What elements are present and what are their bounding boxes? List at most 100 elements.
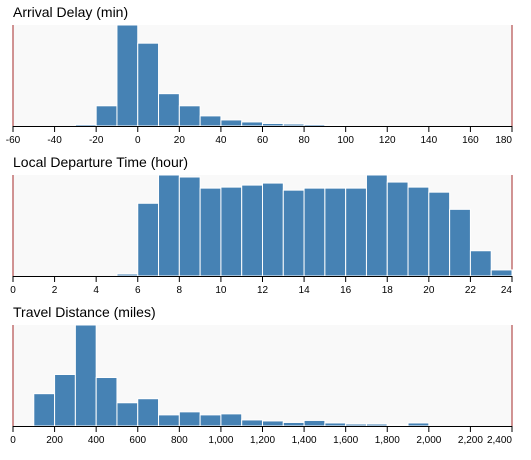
- x-tick-label: 800: [171, 435, 188, 446]
- histogram-bar: [178, 411, 201, 427]
- histogram-bar: [324, 124, 347, 127]
- x-tick-label: 200: [46, 435, 63, 446]
- histogram-bar: [74, 324, 97, 427]
- x-tick-label: 140: [420, 135, 437, 146]
- histogram-bar: [33, 393, 56, 427]
- x-tick-label: 10: [215, 285, 227, 296]
- x-tick-label: 180: [495, 135, 512, 146]
- x-axis: 0 2 4 6 8 10 12 14 16 18 20 22 24: [10, 276, 513, 296]
- x-tick-label: 22: [465, 285, 477, 296]
- histogram-bar: [199, 414, 222, 427]
- histogram-bar: [282, 421, 305, 427]
- x-tick-label: 2,400: [487, 435, 512, 446]
- x-tick-label: 8: [177, 285, 183, 296]
- x-tick-label: 600: [129, 435, 146, 446]
- histogram-bar: [95, 105, 118, 127]
- histogram-bar: [178, 105, 201, 127]
- x-tick-label: 1,800: [375, 435, 400, 446]
- histogram-bar: [407, 422, 430, 427]
- x-tick-label: 4: [93, 285, 99, 296]
- x-tick-label: 1,200: [250, 435, 275, 446]
- histogram-bar: [365, 423, 388, 427]
- histogram-bar: [54, 373, 76, 427]
- x-tick-label: 1,400: [292, 435, 317, 446]
- chart-title: Arrival Delay (min): [13, 4, 128, 20]
- x-tick-label: -20: [89, 135, 104, 146]
- x-tick-label: 160: [462, 135, 479, 146]
- x-tick-label: 40: [215, 135, 227, 146]
- histogram-bar: [407, 186, 430, 277]
- bar-group: [33, 324, 430, 427]
- x-tick-label: 400: [88, 435, 105, 446]
- histogram-bar: [220, 413, 243, 427]
- x-tick-label: 2,200: [458, 435, 483, 446]
- histogram-bar: [386, 424, 409, 427]
- histogram-bar: [490, 269, 513, 277]
- x-tick-label: 14: [299, 285, 311, 296]
- histogram-bar: [365, 174, 388, 277]
- x-tick-label: 2,000: [416, 435, 441, 446]
- x-tick-label: 6: [135, 285, 141, 296]
- x-tick-label: 16: [340, 285, 352, 296]
- plot-area[interactable]: [13, 25, 512, 126]
- histogram-bar: [158, 414, 180, 427]
- histogram-bar: [241, 121, 264, 127]
- x-tick-label: 0: [10, 435, 16, 446]
- x-tick-label: 20: [423, 285, 435, 296]
- panel-travel-distance: Travel Distance (miles) 0 200 400 600 800 1,0…: [10, 304, 513, 446]
- histogram-bar: [241, 419, 264, 427]
- histogram-bar: [262, 182, 284, 277]
- x-tick-label: 24: [501, 285, 513, 296]
- x-tick-label: -60: [6, 135, 21, 146]
- chart-title: Local Departure Time (hour): [13, 154, 188, 170]
- histogram-bar: [116, 24, 139, 127]
- x-tick-label: 18: [382, 285, 394, 296]
- x-tick-label: 80: [299, 135, 311, 146]
- histogram-bar: [345, 423, 367, 427]
- histogram-bar: [74, 123, 97, 127]
- histogram-bar: [220, 119, 243, 127]
- histogram-bar: [282, 189, 305, 277]
- histogram-bar: [303, 123, 326, 127]
- histogram-bar: [345, 187, 367, 277]
- histogram-bar: [199, 187, 222, 277]
- x-tick-label: 60: [257, 135, 269, 146]
- histogram-bar: [303, 419, 326, 427]
- panel-departure-time: Local Departure Time (hour) 0 2 4 6 8 10 12 14 1…: [10, 154, 513, 296]
- histogram-bar: [199, 115, 222, 127]
- histogram-bar: [158, 93, 180, 127]
- x-axis: 0 200 400 600 800 1,000 1,200 1,400 1,600 1,800 2,…: [10, 426, 513, 446]
- histogram-bar: [324, 187, 347, 277]
- histogram-bar: [262, 420, 284, 427]
- histogram-bar: [178, 176, 201, 277]
- histogram-bar: [469, 250, 492, 277]
- histogram-bar: [386, 181, 409, 277]
- histogram-bar: [449, 208, 471, 277]
- x-tick-label: 0: [135, 135, 141, 146]
- histogram-bar: [116, 273, 139, 277]
- histogram-bar: [137, 42, 160, 127]
- histogram-bar: [220, 186, 243, 277]
- panel-arrival-delay: Arrival Delay (min) -60 -40 -20 0 20 40 60 80 10…: [6, 4, 513, 146]
- histogram-bar: [303, 187, 326, 277]
- histogram-bar: [428, 191, 451, 277]
- x-tick-label: 120: [379, 135, 396, 146]
- x-axis: -60 -40 -20 0 20 40 60 80 100 120 140 160 180: [6, 126, 513, 146]
- x-tick-label: 12: [257, 285, 269, 296]
- histogram-bar: [137, 398, 160, 427]
- histogram-bar: [262, 122, 284, 127]
- x-tick-label: 20: [174, 135, 186, 146]
- histogram-bar: [137, 202, 160, 277]
- chart-title: Travel Distance (miles): [13, 304, 156, 320]
- x-tick-label: 100: [337, 135, 354, 146]
- histogram-bar: [282, 123, 305, 127]
- x-tick-label: 0: [10, 285, 16, 296]
- bar-group: [116, 174, 513, 277]
- x-tick-label: -40: [47, 135, 62, 146]
- histogram-bar: [324, 422, 347, 427]
- histogram-bar: [95, 377, 118, 427]
- histogram-bar: [158, 174, 180, 277]
- x-tick-label: 1,600: [333, 435, 358, 446]
- x-tick-label: 2: [52, 285, 58, 296]
